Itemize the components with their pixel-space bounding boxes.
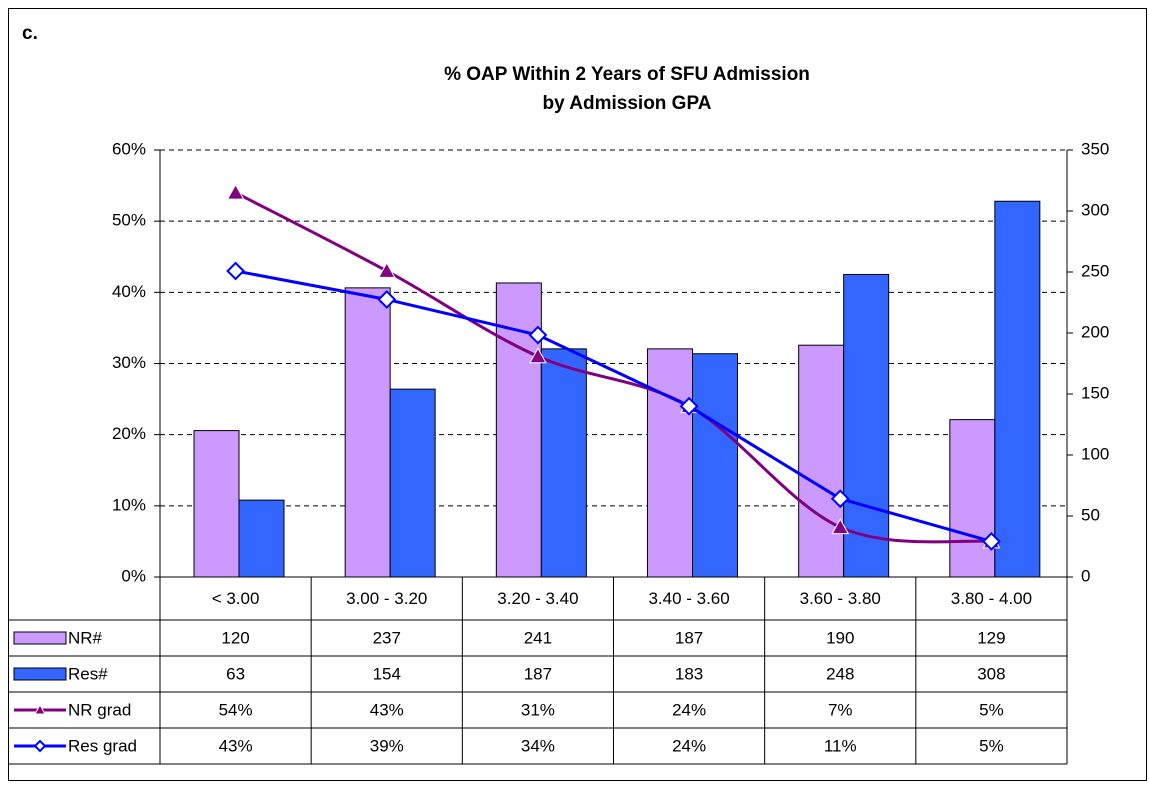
bar — [344, 287, 391, 578]
marker — [528, 325, 548, 345]
marker — [226, 261, 245, 281]
table-value: 308 — [977, 664, 1005, 683]
bar — [193, 430, 240, 578]
table-value: 24% — [672, 700, 706, 719]
y2-tick-label: 0 — [1081, 566, 1090, 585]
y2-tick-label: 50 — [1081, 505, 1100, 524]
legend-marker — [33, 739, 47, 753]
annotation: c. — [22, 23, 38, 44]
bar — [540, 348, 587, 578]
table-value: 11% — [824, 736, 857, 755]
y2-tick-label: 300 — [1081, 200, 1109, 219]
bar — [692, 353, 738, 578]
marker — [830, 489, 850, 509]
marker — [377, 261, 396, 278]
bar — [238, 499, 285, 578]
legend-label: Res# — [68, 664, 108, 683]
y-tick-label: 40% — [112, 282, 146, 301]
y-tick-label: 10% — [112, 495, 146, 514]
x-tick-label: 3.40 - 3.60 — [648, 589, 729, 608]
legend-key — [13, 667, 67, 681]
y-tick-label: 0% — [121, 566, 146, 585]
chart-title: % OAP Within 2 Years of SFU Admission — [444, 64, 810, 85]
legend-label: NR grad — [68, 700, 131, 719]
table-value: 241 — [524, 628, 552, 647]
x-tick-label: 3.60 - 3.80 — [800, 589, 881, 608]
table-value: 39% — [370, 736, 404, 755]
table-value: 183 — [675, 664, 703, 683]
x-tick-label: < 3.00 — [212, 589, 260, 608]
y2-tick-label: 250 — [1081, 261, 1109, 280]
table-value: 154 — [373, 664, 401, 683]
chart-subtitle: by Admission GPA — [543, 93, 712, 114]
marker — [831, 518, 850, 535]
bar — [647, 348, 693, 578]
y-tick-label: 50% — [112, 211, 146, 230]
bar — [389, 388, 436, 578]
marker — [982, 532, 1001, 551]
x-tick-label: 3.20 - 3.40 — [497, 589, 578, 608]
table-value: 34% — [521, 736, 555, 755]
y-tick-label: 30% — [112, 353, 146, 372]
table-value: 129 — [977, 628, 1005, 647]
table-value: 31% — [521, 700, 555, 719]
table-value: 190 — [826, 628, 854, 647]
y2-tick-label: 150 — [1081, 383, 1109, 402]
table-value: 43% — [219, 736, 253, 755]
bar — [798, 344, 845, 578]
table-value: 5% — [979, 700, 1004, 719]
legend-key — [13, 631, 67, 645]
table-value: 237 — [373, 628, 401, 647]
legend-marker — [34, 703, 46, 715]
y-tick-label: 20% — [112, 424, 146, 443]
table-value: 120 — [221, 628, 249, 647]
legend-label: Res grad — [68, 736, 137, 755]
y2-tick-label: 350 — [1081, 139, 1109, 158]
table-value: 63 — [226, 664, 245, 683]
table-value: 5% — [979, 736, 1004, 755]
table-value: 187 — [524, 664, 552, 683]
marker — [679, 396, 699, 416]
line — [234, 191, 992, 544]
x-tick-label: 3.00 - 3.20 — [346, 589, 427, 608]
bar — [949, 419, 996, 578]
bar — [843, 273, 890, 578]
marker — [226, 183, 245, 200]
table-value: 43% — [370, 700, 404, 719]
table-value: 248 — [826, 664, 854, 683]
marker — [377, 290, 397, 309]
line — [235, 269, 992, 543]
table-value: 187 — [675, 628, 703, 647]
y-tick-label: 60% — [112, 139, 146, 158]
table-value: 54% — [219, 700, 253, 719]
legend-label: NR# — [68, 628, 103, 647]
x-tick-label: 3.80 - 4.00 — [951, 589, 1032, 608]
table-value: 7% — [828, 700, 853, 719]
bar — [994, 200, 1041, 578]
y2-tick-label: 200 — [1081, 322, 1109, 341]
table-value: 24% — [672, 736, 706, 755]
y2-tick-label: 100 — [1081, 444, 1109, 463]
marker — [529, 347, 547, 364]
